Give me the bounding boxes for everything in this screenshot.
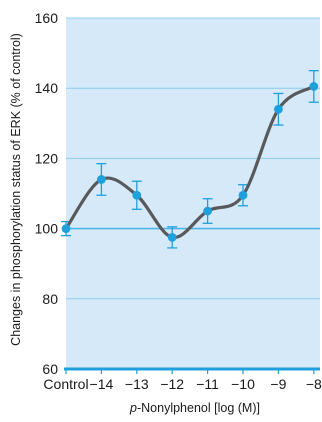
y-tick-label: 120: [35, 150, 59, 166]
data-point: [97, 175, 106, 184]
x-tick-label: −9: [270, 376, 286, 392]
x-axis-label: p-Nonylphenol [log (M)]: [129, 401, 260, 415]
x-tick-labels: Control −14 −13 −12 −11 −10 −9 −8: [43, 369, 322, 392]
gridlines: [66, 17, 320, 300]
data-points: [61, 82, 319, 242]
y-tick-labels: 60 80 100 120 140 160: [35, 10, 59, 377]
data-point: [274, 104, 283, 114]
y-tick-label: 140: [35, 80, 59, 96]
y-tick-label: 100: [35, 221, 59, 237]
plot-background: [66, 18, 320, 369]
x-tick-label: −11: [196, 376, 219, 392]
data-point: [203, 206, 213, 216]
data-point: [132, 190, 142, 200]
data-point: [61, 224, 71, 234]
series-line: [64, 85, 315, 239]
y-tick-label: 60: [42, 361, 58, 377]
x-axis-label-italic: p: [129, 401, 137, 415]
x-tick-label: −8: [306, 376, 322, 392]
y-axis-label: Changes in phosphorylation status of ERK…: [9, 33, 23, 346]
x-tick-label: Control: [43, 376, 88, 392]
x-tick-label: −14: [90, 376, 114, 392]
data-point: [238, 190, 248, 200]
x-tick-label: −12: [160, 376, 184, 392]
data-point: [309, 82, 319, 91]
x-tick-label: −10: [231, 376, 255, 392]
x-axis-label-rest: -Nonylphenol [log (M)]: [137, 401, 260, 415]
y-tick-label: 80: [42, 291, 58, 307]
data-point: [167, 232, 177, 242]
x-tick-label: −13: [125, 376, 149, 392]
y-tick-label: 160: [35, 10, 59, 26]
